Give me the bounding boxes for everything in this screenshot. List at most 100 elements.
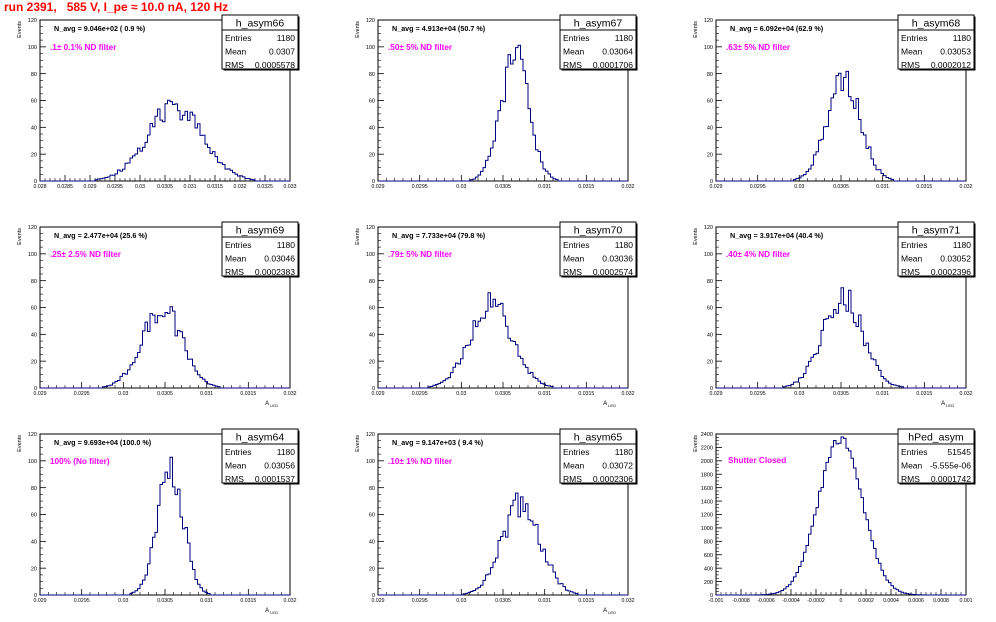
x-tick-label: 0.032 <box>622 598 635 604</box>
y-tick-label: 0 <box>710 593 713 599</box>
x-tick-label: 0.0305 <box>157 391 173 397</box>
x-tick-label: 0.03 <box>456 391 466 397</box>
stats-box <box>559 428 637 484</box>
y-tick-label: 0 <box>34 386 37 392</box>
stats-value: 1180 <box>277 33 296 43</box>
filter-annotation: Shutter Closed <box>728 456 786 465</box>
x-tick-label: 0.031 <box>876 391 889 397</box>
y-tick-label: 40 <box>369 540 375 546</box>
stats-value: 0.0001742 <box>931 474 971 484</box>
navg-label: N_avg = 9.046e+02 ( 0.9 %) <box>54 24 146 33</box>
x-tick-label: -0.0008 <box>732 598 750 604</box>
y-tick-label: 100 <box>28 252 37 258</box>
filter-annotation: 100% (No filter) <box>50 457 110 466</box>
x-tick-label: 0.032 <box>622 391 635 397</box>
stats-value: 0.03046 <box>264 254 295 264</box>
histogram-panel-h_asym67: 0 20 40 60 80 100 120 0.029 0.0295 0.03 0.0305 0.03… <box>355 14 638 190</box>
stats-box-title: hPed_asym <box>908 432 964 444</box>
y-tick-label: 60 <box>369 306 375 312</box>
y-tick-label: 120 <box>28 18 37 24</box>
stats-box-title: h_asym66 <box>236 18 285 30</box>
x-tick-label: 0.032 <box>284 391 297 397</box>
stats-box <box>221 221 299 277</box>
y-tick-label: 0 <box>710 386 713 392</box>
y-axis-label: Events <box>355 21 361 38</box>
y-tick-label: 120 <box>28 432 37 438</box>
histogram-line <box>40 456 290 596</box>
x-tick-label: 0.0315 <box>240 391 256 397</box>
stats-box <box>897 14 975 70</box>
y-tick-label: 120 <box>704 18 713 24</box>
x-tick-label: -0.0006 <box>757 598 775 604</box>
x-tick-label: 0.0305 <box>157 184 173 190</box>
y-tick-label: 40 <box>707 126 713 132</box>
histogram-line <box>716 436 966 596</box>
x-tick-label: 0.031 <box>200 598 213 604</box>
stats-value: 1180 <box>277 240 296 250</box>
stats-value: 0.0002012 <box>931 60 971 70</box>
stats-box <box>221 14 299 70</box>
x-tick-label: 0.029 <box>372 598 385 604</box>
navg-label: N_avg = 9.693e+04 (100.0 %) <box>54 438 152 447</box>
stats-label: Entries <box>901 447 927 457</box>
y-tick-label: 20 <box>707 152 713 158</box>
filter-annotation: .50± 5% ND filter <box>388 43 453 52</box>
stats-value: 0.0001537 <box>255 474 295 484</box>
y-tick-label: 60 <box>707 99 713 105</box>
filter-annotation: .79± 5% ND filter <box>388 250 453 259</box>
y-tick-label: 80 <box>707 279 713 285</box>
stats-box <box>897 428 975 484</box>
histogram-line <box>378 44 628 182</box>
filter-annotation: .25± 2.5% ND filter <box>50 250 122 259</box>
x-tick-label: 0.031 <box>538 598 551 604</box>
stats-label: Mean <box>563 254 585 264</box>
y-tick-label: 1600 <box>701 486 713 492</box>
stats-value: 0.0002306 <box>593 474 633 484</box>
stats-value: 0.0307 <box>269 47 295 57</box>
stats-label: Mean <box>901 254 923 264</box>
x-tick-label: 0.0295 <box>74 598 90 604</box>
y-axis-label: Events <box>693 435 699 452</box>
y-tick-label: 80 <box>31 72 37 78</box>
y-tick-label: 80 <box>707 72 713 78</box>
stats-label: RMS <box>901 60 920 70</box>
x-tick-label: 0.031 <box>184 184 197 190</box>
stats-value: 0.0002396 <box>931 267 971 277</box>
filter-annotation: .1± 0.1% ND filter <box>50 43 117 52</box>
stats-box-title: h_asym69 <box>236 225 285 237</box>
histogram-panel-hPed_asym: 0 200 400 600 800 1000 1200 1400 1600 1800 2000 220… <box>693 428 976 604</box>
x-tick-label: 0.0295 <box>74 391 90 397</box>
stats-label: Mean <box>225 47 247 57</box>
stats-box-title: h_asym70 <box>574 225 623 237</box>
stats-label: RMS <box>901 267 920 277</box>
y-tick-label: 0 <box>372 386 375 392</box>
x-tick-label: 0.028 <box>34 184 47 190</box>
y-tick-label: 40 <box>31 333 37 339</box>
stats-value: 1180 <box>277 447 296 457</box>
x-axis-label: A LED <box>265 608 278 615</box>
stats-label: RMS <box>225 60 244 70</box>
x-tick-label: 0.03 <box>118 391 128 397</box>
stats-label: Mean <box>563 461 585 471</box>
y-tick-label: 20 <box>31 566 37 572</box>
x-tick-label: 0.0295 <box>412 598 428 604</box>
stats-box-title: h_asym67 <box>574 18 623 30</box>
x-tick-label: 0.0315 <box>578 598 594 604</box>
stats-box <box>559 14 637 70</box>
histogram-panel-h_asym70: 0 20 40 60 80 100 120 0.029 0.0295 0.03 0.0305 0.03… <box>355 221 638 408</box>
histogram-panel-h_asym71: 0 20 40 60 80 100 120 0.029 0.0295 0.03 0.0305 0.03… <box>693 221 976 408</box>
stats-label: Mean <box>563 47 585 57</box>
y-tick-label: 20 <box>31 359 37 365</box>
x-tick-label: 0.0008 <box>933 598 949 604</box>
stats-box-title: h_asym68 <box>912 18 961 30</box>
stats-value: 0.0001706 <box>593 60 633 70</box>
y-tick-label: 0 <box>372 179 375 185</box>
x-tick-label: 0.0305 <box>495 598 511 604</box>
x-tick-label: -0.001 <box>709 598 724 604</box>
histogram-line <box>716 70 966 182</box>
stats-label: RMS <box>225 267 244 277</box>
x-tick-label: 0.03 <box>456 184 466 190</box>
x-tick-label: -0.0002 <box>807 598 825 604</box>
stats-label: Entries <box>901 240 927 250</box>
x-tick-label: 0 <box>840 598 843 604</box>
